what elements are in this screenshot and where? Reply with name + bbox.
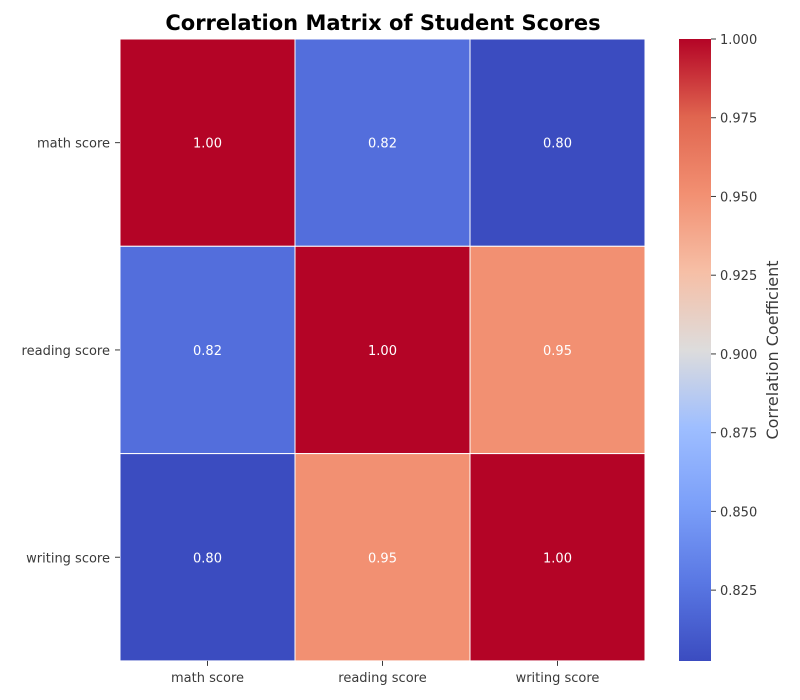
- colorbar-tick-label: 0.950: [720, 190, 757, 205]
- heatmap-cells: 1.00 0.82 0.80 0.82 1.00 0.95 0.80 0.95 1.00: [119, 38, 646, 662]
- colorbar-tick-label: 1.000: [720, 33, 757, 48]
- row-label: math score: [37, 137, 110, 152]
- heatmap-cell: [119, 453, 296, 662]
- heatmap-cell: [294, 245, 471, 455]
- column-label: math score: [171, 671, 244, 686]
- cell-value-label: 0.82: [368, 137, 397, 152]
- heatmap-cell: [119, 38, 296, 247]
- cell-value-label: 1.00: [193, 137, 222, 152]
- heatmap-cell: [294, 38, 471, 247]
- column-label: reading score: [338, 671, 426, 686]
- cell-value-label: 0.82: [193, 344, 222, 359]
- heatmap-cell: [469, 38, 646, 247]
- column-label: writing score: [516, 671, 600, 686]
- colorbar-tick-label: 0.850: [720, 505, 757, 520]
- heatmap-cell: [119, 245, 296, 455]
- cell-value-label: 0.80: [543, 137, 572, 152]
- chart-title: Correlation Matrix of Student Scores: [165, 11, 600, 35]
- cell-value-label: 0.95: [543, 344, 572, 359]
- colorbar-tick-label: 0.825: [720, 584, 757, 599]
- colorbar-gradient: [679, 39, 711, 661]
- column-labels: math score reading score writing score: [171, 660, 600, 686]
- colorbar-tick-label: 0.925: [720, 269, 757, 284]
- cell-value-label: 1.00: [368, 344, 397, 359]
- colorbar-tick-label: 0.900: [720, 348, 757, 363]
- row-labels: math score reading score writing score: [22, 137, 120, 566]
- colorbar-ticks: 0.825 0.850 0.875 0.900 0.925 0.950 0.975 1.000: [711, 33, 757, 599]
- colorbar-label: Correlation Coefficient: [763, 260, 782, 439]
- colorbar: 0.825 0.850 0.875 0.900 0.925 0.950 0.975 1.000…: [679, 33, 782, 661]
- colorbar-tick-label: 0.975: [720, 112, 757, 127]
- heatmap-cell: [469, 245, 646, 455]
- row-label: reading score: [22, 344, 110, 359]
- cell-value-label: 0.80: [193, 551, 222, 566]
- cell-value-label: 1.00: [543, 551, 572, 566]
- heatmap-cell: [294, 453, 471, 662]
- colorbar-tick-label: 0.875: [720, 427, 757, 442]
- cell-value-label: 0.95: [368, 551, 397, 566]
- row-label: writing score: [26, 551, 110, 566]
